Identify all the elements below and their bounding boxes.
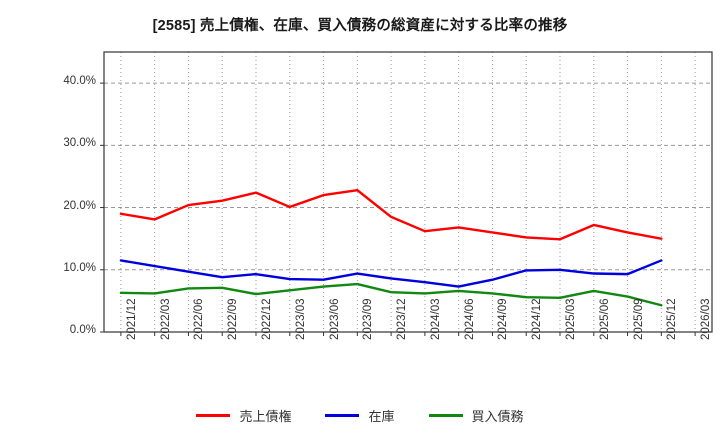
legend-color-swatch — [428, 414, 463, 417]
axis-frame — [103, 51, 713, 333]
y-axis-tick-label: 40.0% — [63, 75, 96, 88]
legend-color-swatch — [325, 414, 360, 417]
x-axis-tick-label: 2026/03 — [700, 298, 713, 340]
x-axis-tick-label: 2022/12 — [261, 298, 273, 340]
chart-legend: 売上債権 在庫 買入債務 — [0, 406, 720, 425]
x-axis-tick-label: 2025/12 — [666, 298, 679, 340]
x-axis-tick-label: 2024/06 — [463, 298, 476, 340]
x-axis-tick-label: 2023/06 — [328, 298, 341, 340]
x-axis-tick-label: 2024/12 — [531, 298, 544, 340]
x-axis-tick-label: 2022/03 — [159, 298, 172, 340]
x-axis-tick-label: 2025/09 — [632, 298, 645, 340]
x-axis-tick-label: 2022/09 — [227, 298, 240, 340]
y-axis-tick-label: 10.0% — [63, 261, 96, 274]
x-axis-tick-label: 2024/09 — [497, 298, 510, 340]
y-axis-tick-label: 0.0% — [69, 324, 96, 336]
x-axis-tick-label: 2025/06 — [598, 298, 611, 340]
chart-title: [2585] 売上債権、在庫、買入債務の総資産に対する比率の推移 — [152, 18, 568, 34]
legend-item-1[interactable]: 在庫 — [325, 406, 395, 425]
series-line-0 — [119, 188, 663, 241]
series-line-2 — [119, 282, 663, 307]
legend-label: 買入債務 — [471, 409, 524, 424]
legend-color-swatch — [196, 414, 231, 417]
data-series-layer — [119, 188, 663, 307]
legend-label: 在庫 — [368, 409, 395, 424]
x-axis-tick-label: 2025/03 — [565, 298, 577, 340]
x-axis-tick-label: 2023/03 — [294, 298, 307, 340]
legend-item-2[interactable]: 買入債務 — [428, 406, 524, 425]
x-axis-tick-label: 2023/12 — [396, 298, 409, 340]
x-axis-tick-label: 2024/03 — [429, 298, 442, 340]
x-axis-tick-label: 2021/12 — [125, 298, 138, 340]
legend-item-0[interactable]: 売上債権 — [196, 406, 291, 425]
x-axis-tick-label: 2022/06 — [193, 298, 206, 340]
y-axis-tick-label: 30.0% — [63, 137, 96, 150]
axis-ticks — [100, 82, 696, 336]
y-axis-tick-label: 20.0% — [63, 199, 96, 212]
grid-lines — [104, 52, 712, 332]
legend-label: 売上債権 — [239, 409, 292, 424]
series-line-1 — [119, 259, 663, 288]
x-axis-tick-label: 2023/09 — [362, 298, 375, 340]
